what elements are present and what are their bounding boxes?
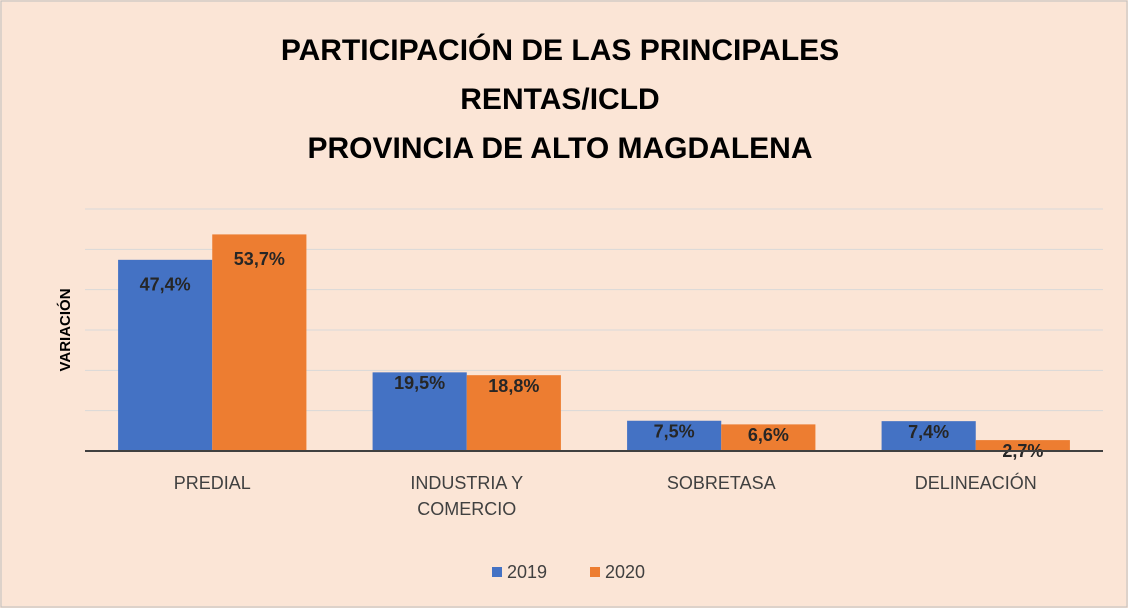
data-label: 53,7% — [234, 249, 285, 269]
data-label: 6,6% — [748, 425, 789, 445]
x-tick-label: PREDIAL — [173, 473, 251, 493]
legend-swatch — [492, 567, 502, 577]
x-tick-label: SOBRETASA — [666, 473, 776, 493]
chart-title: PARTICIPACIÓN DE LAS PRINCIPALES — [281, 33, 839, 67]
y-axis-label: VARIACIÓN — [56, 288, 74, 371]
chart-title: RENTAS/ICLD — [460, 83, 659, 116]
bar — [212, 234, 307, 451]
bar — [975, 440, 1070, 451]
bar — [627, 420, 722, 451]
data-label: 19,5% — [394, 373, 445, 393]
data-label: 7,5% — [654, 422, 695, 442]
legend-label: 2019 — [507, 562, 547, 582]
bar — [881, 421, 976, 451]
data-label: 7,4% — [908, 422, 949, 442]
legend-swatch — [590, 567, 600, 577]
bar — [372, 372, 467, 451]
bar — [466, 375, 561, 451]
x-tick-label: DELINEACIÓN — [914, 473, 1037, 493]
chart-title: PROVINCIA DE ALTO MAGDALENA — [307, 132, 812, 165]
bar — [721, 424, 816, 451]
legend-label: 2020 — [605, 562, 645, 582]
data-label: 18,8% — [488, 376, 539, 396]
x-tick-label: INDUSTRIA Y COMERCIO — [410, 473, 524, 519]
bar — [118, 259, 213, 451]
data-label: 47,4% — [140, 275, 191, 295]
